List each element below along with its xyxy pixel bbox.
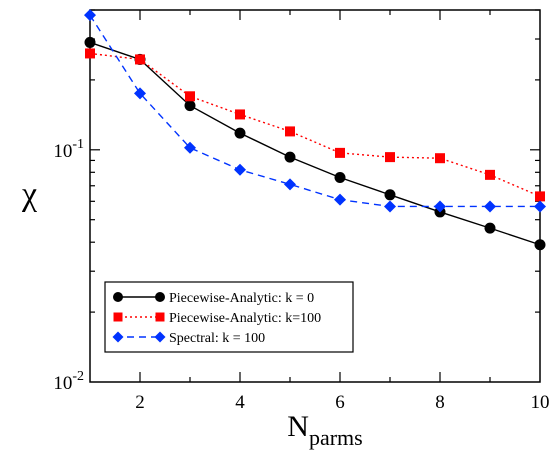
y-axis-label: χ xyxy=(21,176,37,213)
x-tick-label: 6 xyxy=(335,392,345,413)
data-point-square xyxy=(535,191,545,202)
data-point-circle xyxy=(484,222,496,234)
data-point-diamond xyxy=(334,193,346,206)
y-tick-label: 10-1 xyxy=(53,137,84,162)
x-axis-label-main: N xyxy=(287,410,309,443)
data-point-diamond xyxy=(184,141,196,154)
x-tick-label: 2 xyxy=(135,392,145,413)
data-point-diamond xyxy=(84,9,96,22)
x-tick-label: 8 xyxy=(435,392,445,413)
x-tick-label: 4 xyxy=(235,392,245,413)
data-point-square xyxy=(135,54,145,65)
data-point-diamond xyxy=(134,87,146,100)
data-point-diamond xyxy=(284,178,296,191)
series-line xyxy=(89,52,541,198)
data-point-square xyxy=(155,312,165,322)
series-layer xyxy=(84,9,546,251)
data-point-circle xyxy=(184,100,196,112)
data-point-square xyxy=(385,152,395,163)
data-point-diamond xyxy=(154,331,166,343)
legend-label: Piecewise-Analytic: k=100 xyxy=(169,311,321,326)
data-point-circle xyxy=(155,292,165,302)
data-point-diamond xyxy=(234,163,246,176)
data-point-diamond xyxy=(434,200,446,213)
tick-labels: 2 4 6 8 10 10-1 10-2 xyxy=(53,137,549,413)
data-point-square xyxy=(285,126,295,137)
series-2 xyxy=(85,48,545,202)
x-axis-label: Nparms xyxy=(287,410,362,450)
legend-label: Spectral: k = 100 xyxy=(169,331,265,346)
data-point-circle xyxy=(334,171,346,183)
series-line xyxy=(89,14,540,208)
data-point-square xyxy=(113,312,123,322)
data-point-circle xyxy=(534,239,546,251)
data-point-square xyxy=(485,169,495,180)
x-tick-label: 10 xyxy=(531,392,550,413)
data-point-circle xyxy=(284,151,296,163)
data-point-diamond xyxy=(112,331,124,343)
x-axis-label-subscript: parms xyxy=(309,425,363,450)
data-point-square xyxy=(435,153,445,164)
data-point-square xyxy=(85,48,95,59)
data-point-circle xyxy=(84,36,96,48)
data-point-square xyxy=(335,147,345,158)
data-point-diamond xyxy=(384,200,396,213)
legend-label: Piecewise-Analytic: k = 0 xyxy=(169,291,314,306)
data-point-circle xyxy=(234,127,246,139)
data-point-diamond xyxy=(484,200,496,213)
plot-area xyxy=(84,9,546,383)
series-3 xyxy=(84,9,546,213)
data-point-circle xyxy=(384,189,396,201)
series-line xyxy=(89,41,541,246)
data-point-square xyxy=(185,91,195,102)
data-point-circle xyxy=(113,292,123,302)
data-point-square xyxy=(235,109,245,120)
y-tick-label: 10-2 xyxy=(53,369,84,394)
legend-box xyxy=(104,281,354,353)
data-point-diamond xyxy=(534,200,546,213)
legend: Piecewise-Analytic: k = 0 Piecewise-Analy… xyxy=(104,281,354,353)
